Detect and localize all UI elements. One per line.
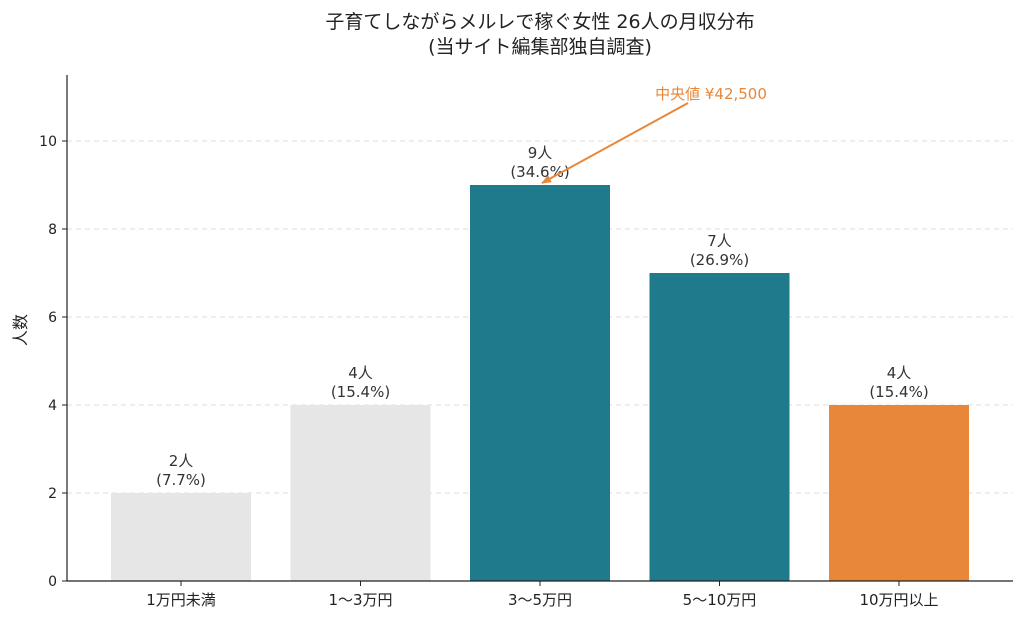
data-label-count: 7人 [707, 232, 732, 250]
y-tick-label: 8 [48, 222, 57, 238]
data-label-percent: (26.9%) [690, 251, 749, 269]
y-tick-label: 2 [48, 486, 57, 502]
data-label-count: 2人 [169, 452, 194, 470]
annotation-arrow [541, 102, 689, 184]
y-tick-label: 0 [48, 574, 57, 590]
x-tick-label: 1万円未満 [146, 591, 216, 609]
bar [111, 493, 251, 581]
chart-title-line2: (当サイト編集部独自調査) [428, 36, 652, 58]
x-tick-label: 5〜10万円 [683, 591, 757, 609]
annotation-label: 中央値 ¥42,500 [655, 85, 767, 103]
median-annotation: 中央値 ¥42,500 [541, 85, 767, 184]
data-label-count: 4人 [887, 364, 912, 382]
x-tick-label: 10万円以上 [859, 591, 938, 609]
bars [111, 185, 969, 581]
chart-title-line1: 子育てしながらメルレで稼ぐ女性 26人の月収分布 [325, 11, 754, 33]
y-tick-label: 10 [39, 134, 57, 150]
bar [470, 185, 610, 581]
data-label-count: 9人 [528, 144, 553, 162]
bar [649, 273, 790, 581]
y-tick-label: 6 [48, 310, 57, 326]
data-label-percent: (15.4%) [869, 383, 928, 401]
axes: 0 2 4 6 8 10 1万円未満 1〜3万円 3〜5万円 5〜10万円 10万円以上 [39, 75, 1013, 609]
data-label-percent: (7.7%) [156, 471, 206, 489]
y-tick-label: 4 [48, 398, 57, 414]
x-tick-label: 1〜3万円 [328, 591, 392, 609]
data-labels: 2人(7.7%)4人(15.4%)9人(34.6%)7人(26.9%)4人(15… [156, 144, 929, 489]
bar [829, 405, 969, 581]
bar [290, 405, 431, 581]
y-axis-title: 人数 [11, 314, 30, 346]
x-tick-label: 3〜5万円 [508, 591, 572, 609]
data-label-count: 4人 [348, 364, 373, 382]
data-label-percent: (15.4%) [331, 383, 390, 401]
